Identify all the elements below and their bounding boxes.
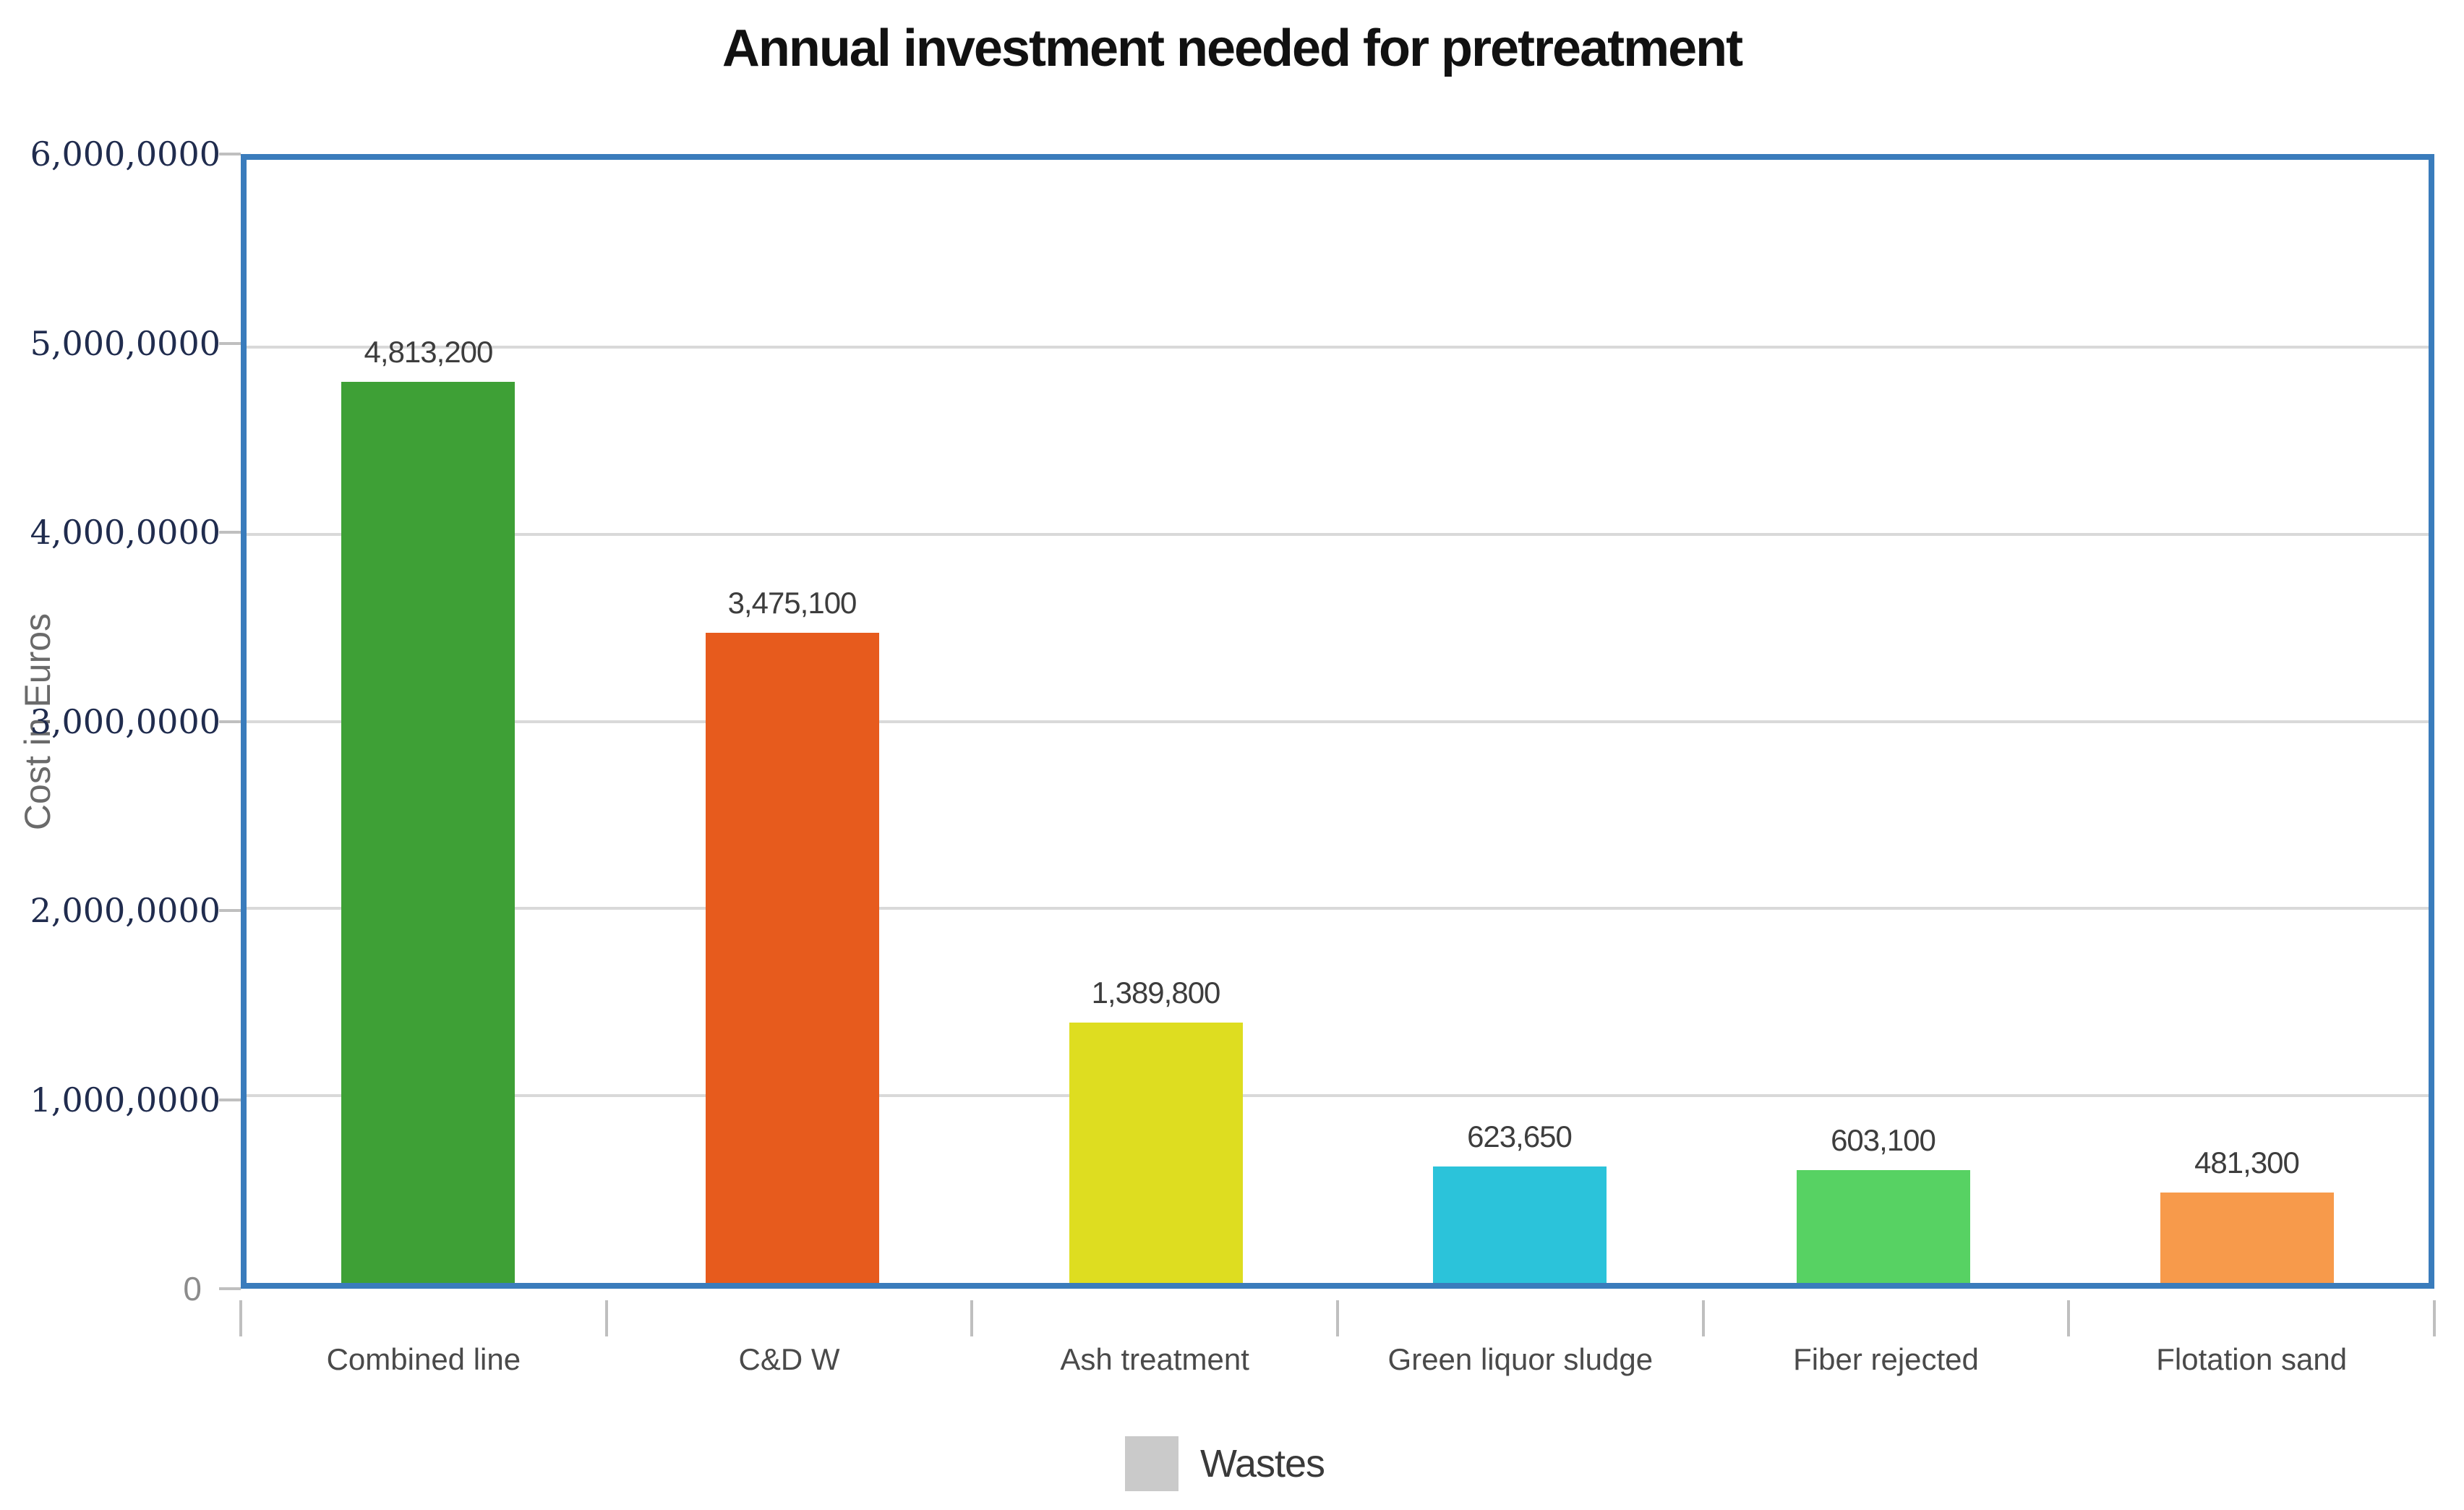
y-tick-label: 0 xyxy=(183,1270,202,1308)
bar-green-liquor-sludge xyxy=(1432,1166,1607,1283)
y-tick-mark xyxy=(219,909,241,913)
x-tick-label: Ash treatment xyxy=(1060,1342,1249,1376)
x-tick-mark xyxy=(2067,1300,2071,1336)
y-tick-label: 6,000,0000 xyxy=(30,135,221,174)
y-tick-mark xyxy=(219,720,241,723)
y-tick-mark xyxy=(219,153,241,155)
gridline xyxy=(247,907,2429,910)
bar-c-d-w xyxy=(705,632,879,1283)
y-tick-label: 2,000,0000 xyxy=(30,891,221,931)
bar-value-label: 3,475,100 xyxy=(727,585,857,620)
bar-value-label: 4,813,200 xyxy=(364,335,494,370)
plot-area: 4,813,200 3,475,100 1,389,800 623,650 603,10… xyxy=(241,154,2434,1289)
x-tick-mark xyxy=(239,1300,242,1336)
y-tick-label: 5,000,0000 xyxy=(30,323,221,363)
x-tick-mark xyxy=(970,1300,974,1336)
legend-swatch xyxy=(1125,1436,1178,1491)
y-tick-label: 3,000,0000 xyxy=(30,701,221,741)
y-axis: 0 1,000,0000 2,000,0000 3,000,0000 4,000,000… xyxy=(0,135,241,1308)
y-tick-label: 1,000,0000 xyxy=(30,1080,221,1119)
x-tick-mark xyxy=(2433,1300,2436,1336)
bar-flotation-sand xyxy=(2160,1193,2334,1283)
y-tick-mark xyxy=(219,341,241,345)
gridline xyxy=(247,532,2429,536)
x-tick-label: C&D W xyxy=(738,1342,840,1376)
x-tick-label: Fiber rejected xyxy=(1793,1342,1979,1376)
bar-fiber-rejected xyxy=(1796,1169,1970,1283)
gridline xyxy=(247,720,2429,723)
chart-title: Annual investment needed for pretreatmen… xyxy=(722,20,1743,77)
bar-value-label: 623,650 xyxy=(1467,1119,1573,1153)
x-tick-mark xyxy=(1701,1300,1705,1336)
x-tick-label: Combined line xyxy=(326,1342,521,1376)
y-tick-mark xyxy=(219,531,241,534)
gridline xyxy=(247,345,2429,349)
y-tick-mark xyxy=(219,1287,241,1290)
bar-value-label: 603,100 xyxy=(1831,1122,1936,1157)
bar-combined-line xyxy=(341,382,516,1283)
gridline xyxy=(247,1094,2429,1098)
legend-label: Wastes xyxy=(1200,1442,1325,1485)
x-axis: Combined line C&D W Ash treatment Green liq… xyxy=(239,1289,2436,1419)
x-tick-mark xyxy=(604,1300,608,1336)
bar-ash-treatment xyxy=(1069,1023,1243,1283)
legend: Wastes xyxy=(1125,1436,1325,1491)
x-tick-label: Flotation sand xyxy=(2156,1342,2348,1376)
y-tick-mark xyxy=(219,1098,241,1101)
x-tick-label: Green liquor sludge xyxy=(1387,1342,1654,1376)
x-tick-mark xyxy=(1336,1300,1339,1336)
bar-value-label: 1,389,800 xyxy=(1091,976,1221,1010)
bar-value-label: 481,300 xyxy=(2194,1146,2300,1180)
y-tick-label: 4,000,0000 xyxy=(30,513,221,553)
